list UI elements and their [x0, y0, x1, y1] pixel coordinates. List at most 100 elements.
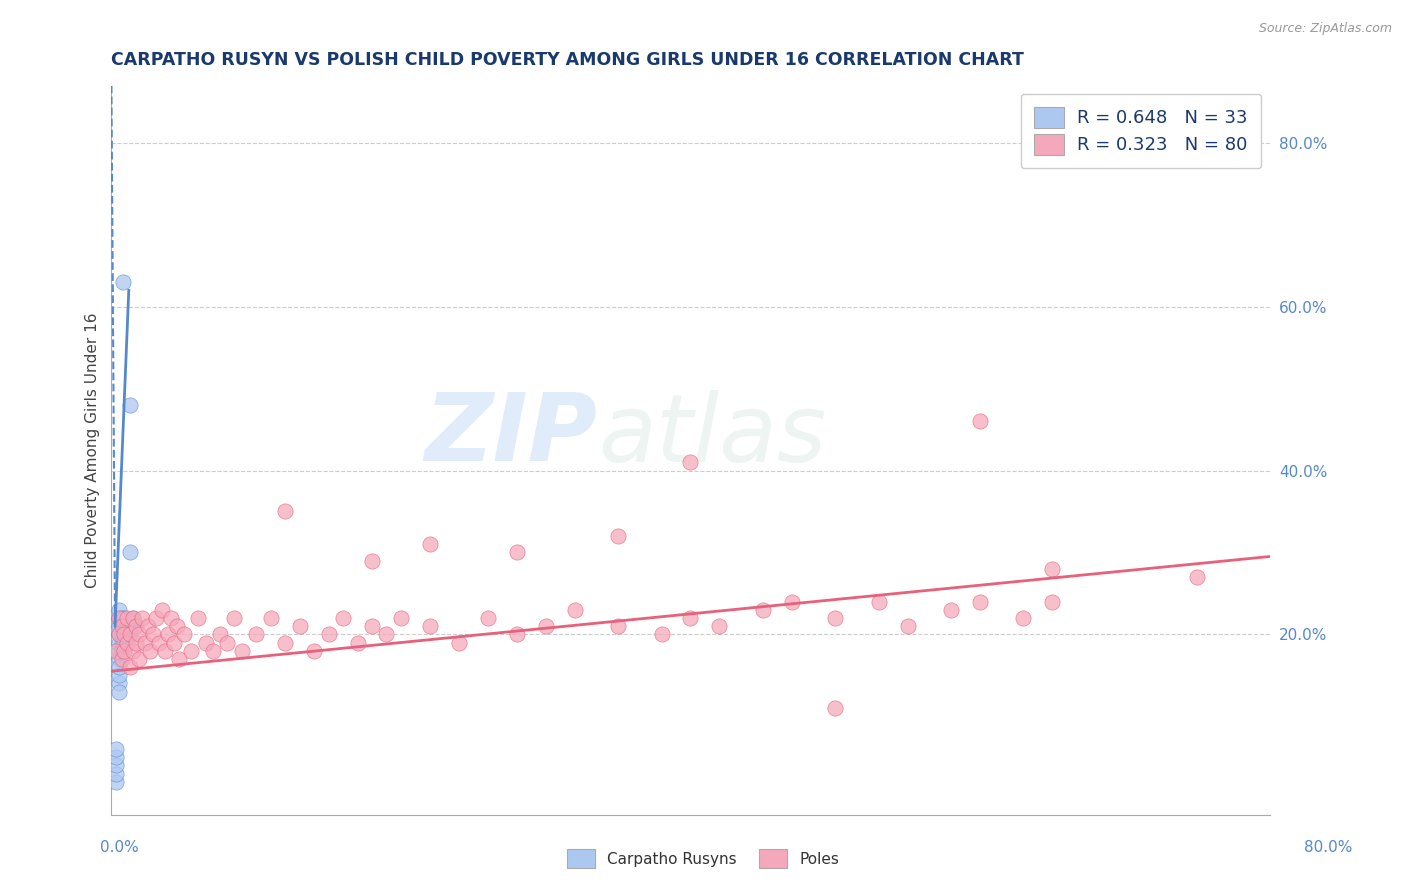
Point: [125, 635, 148, 649]
Point: [107, 676, 129, 690]
Point: [120, 545, 142, 559]
Legend: Carpatho Rusyns, Poles: Carpatho Rusyns, Poles: [560, 841, 846, 875]
Text: Source: ZipAtlas.com: Source: ZipAtlas.com: [1258, 22, 1392, 36]
Text: ZIP: ZIP: [425, 390, 598, 482]
Point: [375, 627, 398, 641]
Point: [131, 611, 153, 625]
Point: [419, 619, 441, 633]
Point: [679, 455, 702, 469]
Point: [117, 619, 139, 633]
Point: [607, 529, 630, 543]
Point: [104, 774, 127, 789]
Point: [1040, 594, 1063, 608]
Point: [201, 644, 224, 658]
Point: [111, 275, 134, 289]
Point: [114, 627, 136, 641]
Point: [318, 627, 340, 641]
Point: [824, 611, 846, 625]
Point: [107, 619, 129, 633]
Point: [110, 635, 132, 649]
Point: [361, 619, 384, 633]
Point: [122, 619, 145, 633]
Point: [139, 644, 162, 658]
Point: [136, 619, 159, 633]
Point: [868, 594, 890, 608]
Point: [939, 603, 962, 617]
Point: [419, 537, 441, 551]
Point: [120, 398, 142, 412]
Point: [506, 545, 529, 559]
Point: [107, 635, 129, 649]
Point: [117, 627, 139, 641]
Point: [142, 627, 165, 641]
Point: [114, 635, 136, 649]
Point: [107, 627, 129, 641]
Point: [148, 635, 170, 649]
Point: [107, 652, 129, 666]
Point: [506, 627, 529, 641]
Point: [1040, 562, 1063, 576]
Point: [288, 619, 311, 633]
Point: [346, 635, 368, 649]
Point: [150, 603, 173, 617]
Point: [180, 644, 202, 658]
Point: [169, 652, 191, 666]
Text: 0.0%: 0.0%: [100, 840, 139, 855]
Point: [447, 635, 470, 649]
Point: [120, 627, 142, 641]
Point: [117, 611, 139, 625]
Point: [107, 611, 129, 625]
Point: [104, 750, 127, 764]
Point: [709, 619, 731, 633]
Point: [780, 594, 803, 608]
Point: [1012, 611, 1035, 625]
Point: [128, 627, 150, 641]
Point: [114, 611, 136, 625]
Point: [122, 644, 145, 658]
Point: [107, 684, 129, 698]
Point: [274, 635, 297, 649]
Point: [897, 619, 920, 633]
Point: [110, 611, 132, 625]
Point: [110, 619, 132, 633]
Point: [117, 635, 139, 649]
Point: [107, 644, 129, 658]
Point: [114, 644, 136, 658]
Text: atlas: atlas: [598, 390, 827, 481]
Point: [110, 627, 132, 641]
Point: [187, 611, 209, 625]
Legend: R = 0.648   N = 33, R = 0.323   N = 80: R = 0.648 N = 33, R = 0.323 N = 80: [1021, 94, 1261, 168]
Point: [128, 652, 150, 666]
Point: [534, 619, 557, 633]
Point: [477, 611, 499, 625]
Point: [824, 701, 846, 715]
Point: [107, 660, 129, 674]
Point: [107, 611, 129, 625]
Point: [107, 668, 129, 682]
Point: [224, 611, 246, 625]
Point: [208, 627, 231, 641]
Point: [107, 603, 129, 617]
Point: [110, 644, 132, 658]
Point: [969, 414, 991, 428]
Point: [166, 619, 188, 633]
Point: [156, 627, 179, 641]
Point: [153, 644, 176, 658]
Point: [564, 603, 586, 617]
Point: [122, 611, 145, 625]
Point: [114, 627, 136, 641]
Text: CARPATHO RUSYN VS POLISH CHILD POVERTY AMONG GIRLS UNDER 16 CORRELATION CHART: CARPATHO RUSYN VS POLISH CHILD POVERTY A…: [111, 51, 1025, 69]
Point: [679, 611, 702, 625]
Point: [104, 766, 127, 780]
Point: [217, 635, 239, 649]
Point: [173, 627, 195, 641]
Point: [969, 594, 991, 608]
Point: [110, 619, 132, 633]
Point: [134, 635, 156, 649]
Point: [145, 611, 167, 625]
Point: [752, 603, 775, 617]
Y-axis label: Child Poverty Among Girls Under 16: Child Poverty Among Girls Under 16: [86, 312, 100, 588]
Point: [245, 627, 267, 641]
Point: [163, 635, 186, 649]
Point: [125, 619, 148, 633]
